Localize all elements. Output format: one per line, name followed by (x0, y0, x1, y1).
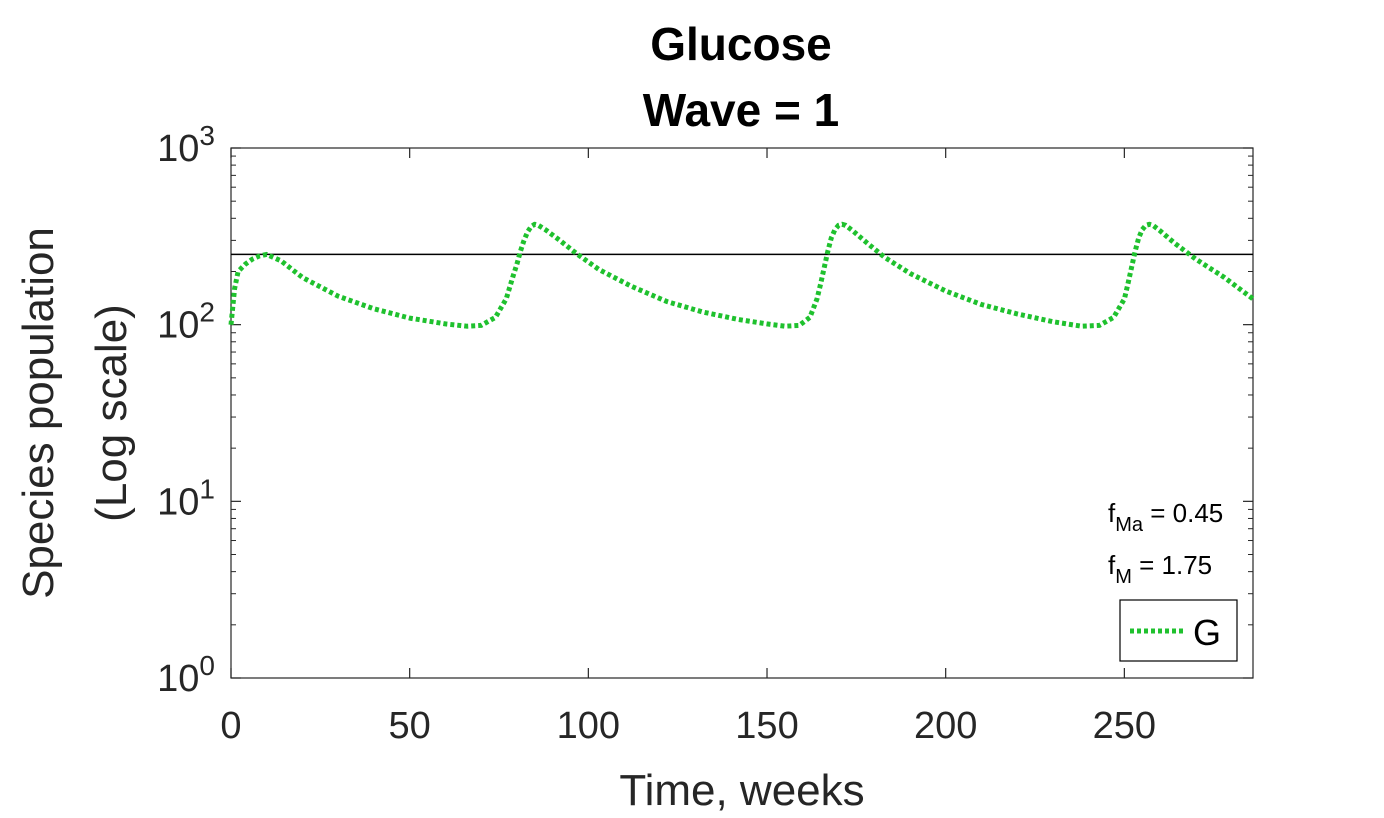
y-tick-base: 10 (157, 658, 199, 700)
chart-title: Glucose (650, 18, 832, 70)
x-tick-label: 200 (914, 705, 977, 747)
y-tick-exponent: 3 (199, 120, 215, 151)
legend-label-g: G (1193, 612, 1221, 653)
annotation-f-ma: fMa = 0.45 (1108, 498, 1223, 536)
x-axis-label: Time, weeks (619, 766, 864, 815)
x-tick-label: 0 (220, 705, 241, 747)
x-tick-labels: 0 50 100 150 200 250 (220, 705, 1156, 747)
y-tick-label: 101 (157, 473, 215, 523)
y-tick-label: 100 (157, 650, 215, 700)
y-tick-label: 103 (157, 120, 215, 170)
y-tick-base: 10 (157, 128, 199, 170)
y-tick-exponent: 2 (199, 297, 215, 328)
x-tick-label: 250 (1093, 705, 1156, 747)
legend: G (1119, 599, 1238, 662)
plot-area (230, 147, 1254, 679)
y-tick-base: 10 (157, 481, 199, 523)
x-tick-label: 50 (389, 705, 431, 747)
annotation-f-ma-base: f (1108, 498, 1116, 528)
x-tick-label: 150 (735, 705, 798, 747)
annotation-f-m: fM = 1.75 (1108, 550, 1212, 588)
y-tick-exponent: 0 (199, 650, 215, 681)
chart-subtitle: Wave = 1 (643, 84, 839, 136)
annotation-f-m-base: f (1108, 550, 1116, 580)
y-axis-label-line2: (Log scale) (87, 304, 136, 522)
annotation-f-ma-value: = 0.45 (1143, 498, 1223, 528)
y-tick-base: 10 (157, 305, 199, 347)
annotation-f-ma-sub: Ma (1115, 514, 1144, 536)
y-tick-label: 102 (157, 297, 215, 347)
annotation-f-m-sub: M (1115, 566, 1132, 588)
axis-ticks (230, 147, 1253, 679)
x-tick-label: 100 (557, 705, 620, 747)
y-tick-exponent: 1 (199, 473, 215, 504)
y-axis-label-line1: Species population (14, 227, 63, 599)
annotation-f-m-value: = 1.75 (1132, 550, 1212, 580)
